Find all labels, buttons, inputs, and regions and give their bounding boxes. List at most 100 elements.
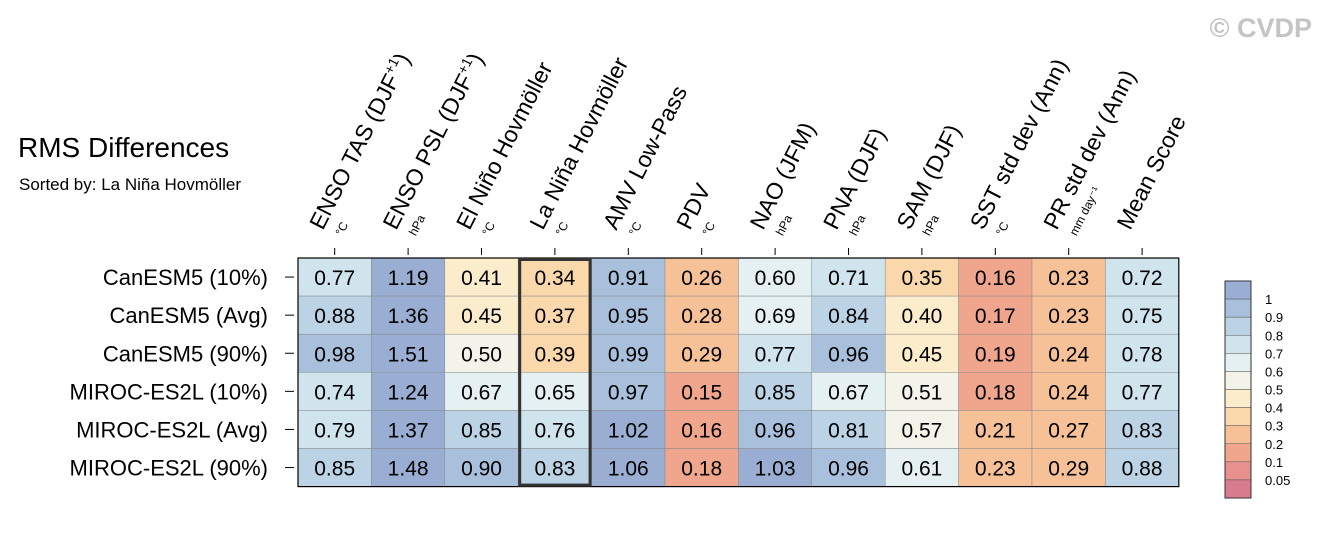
cell-value: 0.71: [828, 267, 869, 290]
cell-value: 0.96: [755, 419, 796, 442]
heatmap-cell: [1031, 448, 1106, 487]
cell-value: 1.06: [608, 458, 649, 481]
heatmap-cell: [1031, 295, 1106, 335]
colorbar-label: 1: [1265, 292, 1272, 307]
colorbar-swatch: [1224, 407, 1252, 426]
heatmap-cell: [738, 372, 813, 411]
cell-value: 0.23: [975, 458, 1016, 481]
heatmap-cell: [591, 333, 666, 373]
colorbar-label: 0.8: [1265, 328, 1283, 343]
cell-value: 0.24: [1048, 381, 1089, 404]
row-label: MIROC-ES2L (Avg): [76, 417, 268, 442]
column-unit: °C: [479, 219, 498, 238]
heatmap-cell: [517, 257, 592, 297]
colorbar-swatch: [1224, 316, 1252, 336]
column-unit: °C: [626, 219, 645, 238]
cell-value: 0.51: [901, 381, 942, 404]
cell-value: 0.77: [1122, 381, 1163, 404]
cell-value: 0.61: [901, 458, 942, 481]
colorbar-swatch: [1224, 353, 1252, 372]
heatmap-cell: [738, 257, 813, 297]
heatmap-cell: [444, 448, 519, 487]
cell-value: 0.45: [901, 343, 942, 366]
cell-value: 0.18: [975, 381, 1016, 404]
heatmap-cell: [444, 295, 519, 335]
cell-value: 0.96: [828, 343, 869, 366]
heatmap-cell: [738, 295, 813, 335]
cell-value: 0.84: [828, 305, 869, 328]
heatmap-cell: [591, 410, 666, 449]
cell-value: 0.26: [681, 267, 722, 290]
colorbar-label: 0.2: [1265, 437, 1283, 452]
heatmap-cell: [371, 448, 446, 487]
heatmap-cell: [517, 448, 592, 487]
colorbar-swatch: [1224, 425, 1252, 444]
heatmap-cell: [884, 410, 959, 449]
colorbar-label: 0.4: [1265, 401, 1283, 416]
heatmap-cell: [738, 410, 813, 449]
heatmap-cell: [591, 257, 666, 297]
cell-value: 0.21: [975, 419, 1016, 442]
colorbar-label: 0.3: [1265, 419, 1283, 434]
heatmap-cell: [1031, 333, 1106, 373]
colorbar-swatch: [1224, 335, 1252, 354]
cell-value: 0.97: [608, 381, 649, 404]
cell-value: 1.03: [755, 458, 796, 481]
column-unit: °C: [553, 219, 572, 238]
colorbar-label: 0.9: [1265, 310, 1283, 325]
cell-value: 0.74: [314, 381, 355, 404]
cell-value: 0.35: [901, 267, 942, 290]
cell-value: 0.34: [534, 267, 575, 290]
column-unit: °C: [993, 219, 1012, 238]
cell-value: 0.85: [755, 381, 796, 404]
colorbar-label: 0.05: [1265, 473, 1290, 488]
heatmap-cell: [444, 372, 519, 411]
colorbar-swatch: [1224, 371, 1252, 390]
colorbar: 1 0.9 0.8 0.7 0.6 0.5 0.4 0.3 0.2 0.1 0.05: [1224, 280, 1290, 499]
heatmap-cell: [1105, 448, 1180, 487]
heatmap-cell: [517, 410, 592, 449]
cell-value: 0.72: [1122, 267, 1163, 290]
heatmap-cell: [1031, 410, 1106, 449]
heatmap-cell: [297, 410, 372, 449]
heatmap-cell: [664, 410, 739, 449]
column-headers: ENSO TAS (DJF+1)°C ENSO PSL (DJF+1)hPa El …: [304, 49, 1191, 255]
column-header: PNA (DJF)hPa: [818, 124, 891, 238]
cell-value: 0.16: [681, 419, 722, 442]
colorbar-swatch: [1224, 479, 1252, 499]
heatmap-cell: [371, 333, 446, 373]
cell-value: 0.45: [461, 305, 502, 328]
cell-value: 1.51: [388, 343, 429, 366]
cell-value: 0.23: [1048, 267, 1089, 290]
heatmap-cell: [811, 333, 886, 373]
column-name: Mean Score: [1111, 111, 1190, 233]
cell-value: 0.18: [681, 458, 722, 481]
heatmap-cell: [958, 448, 1033, 487]
heatmap-cell: [297, 257, 372, 297]
colorbar-swatch: [1224, 389, 1252, 408]
heatmap-cell: [884, 333, 959, 373]
heatmap-cell: [591, 448, 666, 487]
colorbar-label: 0.1: [1265, 455, 1283, 470]
heatmap-cell: [664, 295, 739, 335]
heatmap-cell: [444, 333, 519, 373]
heatmap-cell: [444, 257, 519, 297]
cell-value: 0.60: [755, 267, 796, 290]
colorbar-frame: [1224, 280, 1252, 499]
cell-value: 0.65: [534, 381, 575, 404]
colorbar-swatch: [1224, 280, 1252, 300]
cell-value: 1.37: [388, 419, 429, 442]
cell-value: 0.99: [608, 343, 649, 366]
cell-value: 0.40: [901, 305, 942, 328]
cell-value: 0.95: [608, 305, 649, 328]
heatmap-cell: [371, 372, 446, 411]
cell-value: 0.29: [681, 343, 722, 366]
heatmap-cell: [811, 257, 886, 297]
cell-value: 0.83: [1122, 419, 1163, 442]
cell-value: 0.91: [608, 267, 649, 290]
heatmap-cell: [664, 257, 739, 297]
heatmap-cell: [811, 295, 886, 335]
heatmap-cell: [1031, 372, 1106, 411]
watermark: © CVDP: [1210, 13, 1312, 43]
cell-value: 0.24: [1048, 343, 1089, 366]
